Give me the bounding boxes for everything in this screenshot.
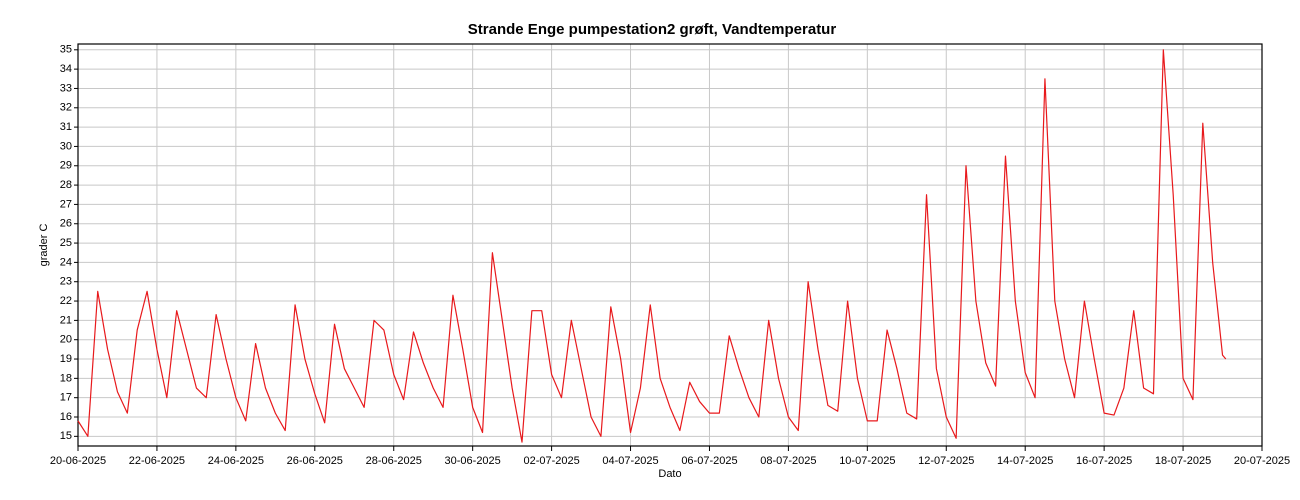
y-tick-label: 19 (60, 353, 72, 365)
x-tick-label: 18-07-2025 (1155, 455, 1211, 467)
x-tick-label: 04-07-2025 (602, 455, 658, 467)
y-tick-label: 18 (60, 372, 72, 384)
y-tick-label: 30 (60, 140, 72, 152)
x-tick-label: 28-06-2025 (366, 455, 422, 467)
x-tick-label: 24-06-2025 (208, 455, 264, 467)
x-tick-label: 22-06-2025 (129, 455, 185, 467)
y-tick-label: 35 (60, 44, 72, 56)
y-tick-label: 20 (60, 334, 72, 346)
y-tick-label: 31 (60, 121, 72, 133)
y-tick-label: 28 (60, 179, 72, 191)
y-tick-label: 33 (60, 82, 72, 94)
y-axis-label: grader C (38, 224, 50, 267)
y-tick-label: 34 (60, 63, 72, 75)
x-tick-label: 02-07-2025 (523, 455, 579, 467)
x-tick-label: 30-06-2025 (445, 455, 501, 467)
y-tick-label: 23 (60, 276, 72, 288)
y-tick-label: 21 (60, 314, 72, 326)
x-tick-label: 12-07-2025 (918, 455, 974, 467)
x-tick-label: 10-07-2025 (839, 455, 895, 467)
y-tick-label: 16 (60, 411, 72, 423)
data-line (77, 49, 1227, 443)
x-tick-label: 08-07-2025 (760, 455, 816, 467)
x-tick-label: 14-07-2025 (997, 455, 1053, 467)
y-tick-label: 22 (60, 295, 72, 307)
chart-title: Strande Enge pumpestation2 grøft, Vandte… (468, 21, 837, 38)
y-tick-label: 27 (60, 198, 72, 210)
plot-frame (77, 43, 1263, 447)
x-tick-label: 20-06-2025 (50, 455, 106, 467)
x-axis-label: Dato (658, 468, 681, 480)
y-tick-label: 17 (60, 392, 72, 404)
y-tick-label: 32 (60, 102, 72, 114)
y-tick-label: 25 (60, 237, 72, 249)
y-tick-label: 24 (60, 256, 72, 268)
x-tick-label: 06-07-2025 (681, 455, 737, 467)
y-tick-label: 15 (60, 430, 72, 442)
x-tick-label: 26-06-2025 (287, 455, 343, 467)
x-tick-label: 20-07-2025 (1234, 455, 1290, 467)
y-tick-label: 29 (60, 160, 72, 172)
y-tick-label: 26 (60, 218, 72, 230)
x-tick-label: 16-07-2025 (1076, 455, 1132, 467)
